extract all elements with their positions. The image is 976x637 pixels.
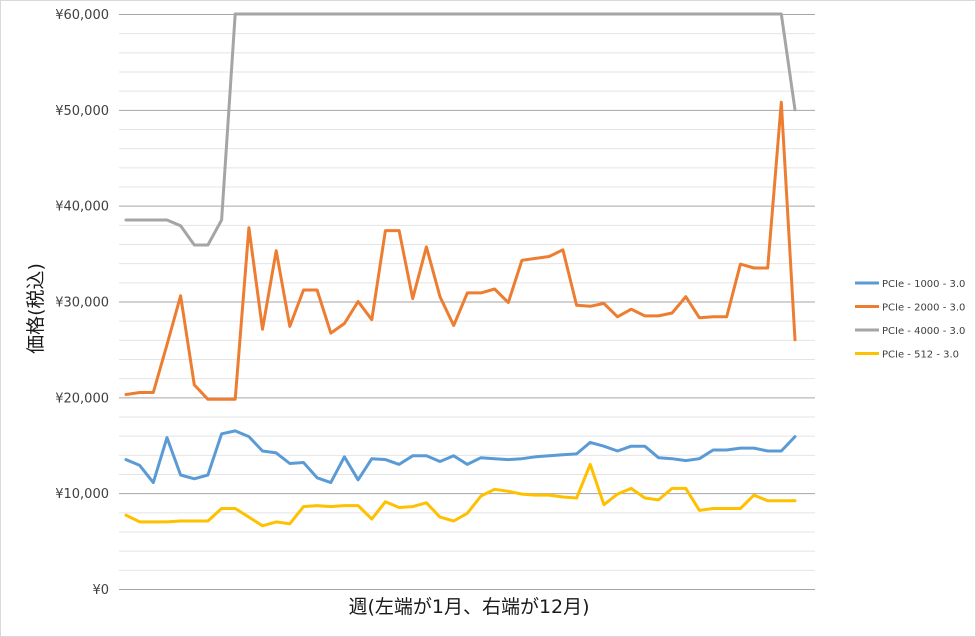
legend-label: PCIe - 4000 - 3.0 <box>882 326 965 337</box>
legend-label: PCIe - 2000 - 3.0 <box>882 303 965 314</box>
y-tick-label: ¥30,000 <box>55 296 109 311</box>
legend-label: PCIe - 512 - 3.0 <box>882 350 959 361</box>
y-tick-label: ¥0 <box>92 583 109 598</box>
series-line-pcie-512-3-0 <box>124 462 797 528</box>
y-axis-tick-labels: ¥0 ¥10,000 ¥20,000 ¥30,000 ¥40,000 ¥50,000 ¥60… <box>55 8 109 598</box>
series-line-pcie-1000-3-0 <box>124 429 797 485</box>
series-lines <box>124 12 797 528</box>
series-line-pcie-2000-3-0 <box>124 100 797 401</box>
series-line-pcie-4000-3-0 <box>124 12 797 247</box>
legend: PCIe - 1000 - 3.0 PCIe - 2000 - 3.0 PCIe -… <box>855 279 965 361</box>
y-tick-label: ¥10,000 <box>55 487 109 502</box>
x-axis-title: 週(左端が1月、右端が12月) <box>348 596 589 618</box>
y-tick-label: ¥60,000 <box>55 8 109 23</box>
y-tick-label: ¥20,000 <box>55 391 109 406</box>
major-gridlines <box>119 14 815 590</box>
y-axis-title: 価格(税込) <box>25 263 47 354</box>
y-tick-label: ¥50,000 <box>55 104 109 119</box>
minor-gridlines <box>119 33 815 571</box>
y-tick-label: ¥40,000 <box>55 200 109 215</box>
legend-label: PCIe - 1000 - 3.0 <box>882 279 965 290</box>
